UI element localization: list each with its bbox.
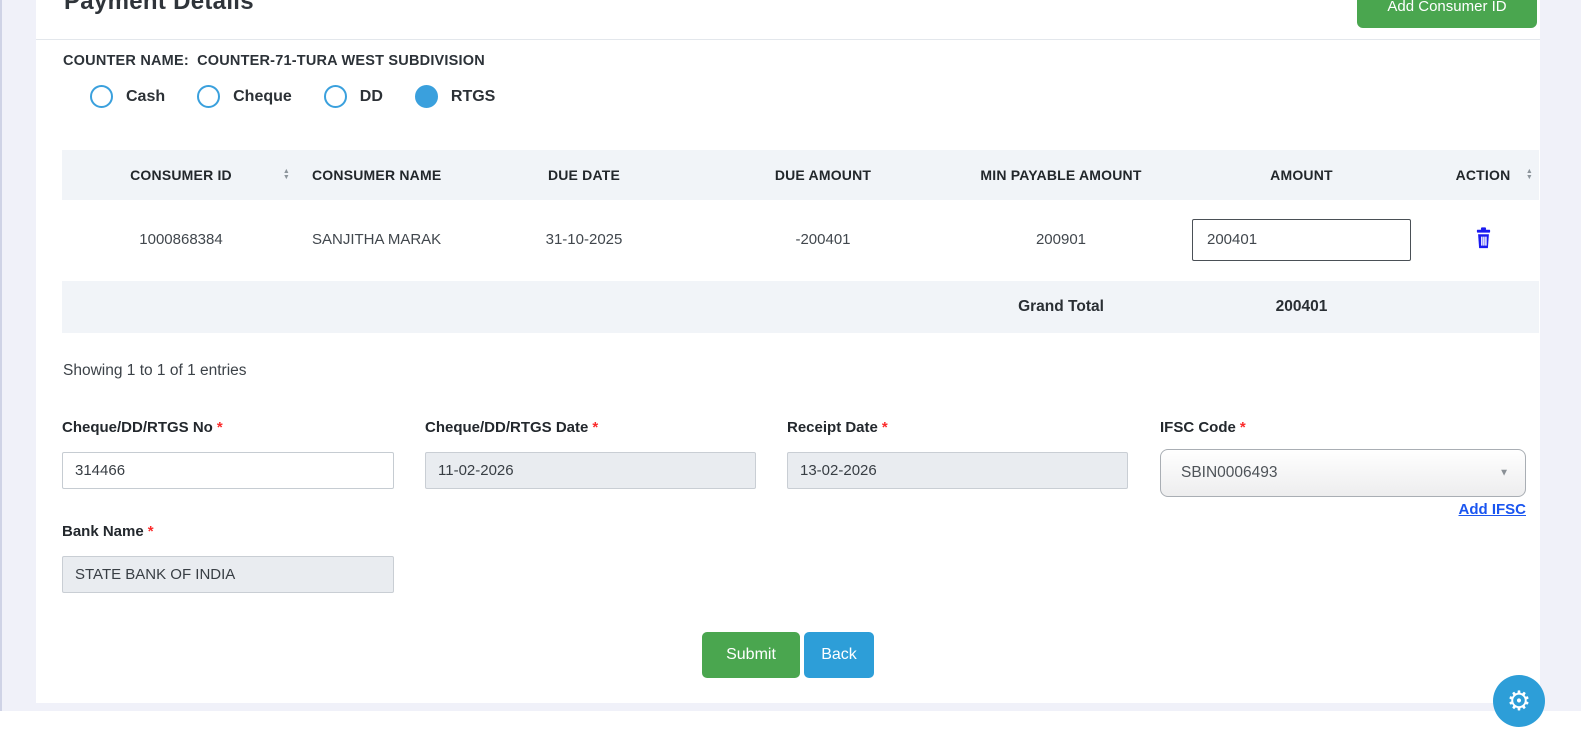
payment-mode-dd[interactable]: DD bbox=[323, 85, 383, 108]
label-text: Receipt Date bbox=[787, 419, 878, 436]
settings-fab[interactable]: ⚙ bbox=[1493, 675, 1545, 727]
label-text: IFSC Code bbox=[1160, 419, 1236, 436]
payment-mode-label: Cash bbox=[126, 87, 166, 105]
col-header-amount[interactable]: AMOUNT bbox=[1270, 167, 1333, 183]
chevron-down-icon: ▼ bbox=[1499, 467, 1509, 479]
radio-icon[interactable] bbox=[414, 85, 438, 108]
cheque-no-input[interactable] bbox=[62, 452, 394, 489]
cell-due-amount: -200401 bbox=[795, 231, 851, 248]
sort-icon[interactable]: ▲ ▼ bbox=[282, 168, 290, 181]
payment-mode-label: DD bbox=[359, 87, 383, 105]
cell-amount bbox=[1154, 218, 1449, 261]
submit-button[interactable]: Submit bbox=[702, 632, 800, 678]
ifsc-code-label: IFSC Code * bbox=[1160, 419, 1526, 436]
payment-mode-label: Cheque bbox=[233, 87, 292, 105]
col-header-due-amount[interactable]: DUE AMOUNT bbox=[774, 167, 872, 183]
payment-mode-cash[interactable]: Cash bbox=[90, 85, 165, 108]
col-header-consumer-name[interactable]: CONSUMER NAME bbox=[312, 167, 442, 183]
page-title: Payment Details bbox=[64, 0, 254, 15]
ifsc-selected-value: SBIN0006493 bbox=[1181, 464, 1278, 481]
consumers-table: CONSUMER ID ▲ ▼ CONSUMER NAME DUE DATE D… bbox=[62, 150, 1539, 333]
grand-total-label: Grand Total bbox=[1018, 298, 1104, 315]
label-text: Cheque/DD/RTGS Date bbox=[425, 419, 589, 436]
amount-input[interactable] bbox=[1192, 218, 1411, 261]
required-asterisk: * bbox=[147, 523, 154, 540]
add-ifsc-wrap: Add IFSC bbox=[1160, 501, 1527, 519]
cell-consumer-id: 1000868384 bbox=[139, 231, 223, 248]
required-asterisk: * bbox=[881, 419, 888, 436]
required-asterisk: * bbox=[1239, 419, 1246, 436]
label-text: Cheque/DD/RTGS No bbox=[62, 419, 213, 436]
trash-icon bbox=[1476, 226, 1490, 248]
col-header-due-date[interactable]: DUE DATE bbox=[547, 167, 621, 183]
sort-down-icon: ▼ bbox=[282, 174, 290, 181]
bank-name-label: Bank Name * bbox=[62, 523, 394, 540]
payment-mode-label: RTGS bbox=[450, 87, 496, 105]
form-actions: Submit Back bbox=[36, 632, 1540, 678]
col-header-label: CONSUMER ID bbox=[130, 167, 232, 183]
label-text: Bank Name bbox=[62, 523, 144, 540]
sort-up-icon: ▲ bbox=[282, 168, 290, 175]
table-row: 1000868384 SANJITHA MARAK 31-10-2025 -20… bbox=[62, 200, 1539, 279]
grand-total-row: Grand Total 200401 bbox=[62, 281, 1539, 333]
cell-action bbox=[1449, 226, 1539, 253]
col-header-label: ACTION bbox=[1455, 167, 1511, 183]
payment-details-card: Payment Details Add Consumer ID COUNTER … bbox=[36, 0, 1540, 703]
gear-icon: ⚙ bbox=[1506, 685, 1532, 717]
cell-consumer-name: SANJITHA MARAK bbox=[312, 231, 442, 248]
sort-icon[interactable]: ▲ ▼ bbox=[1525, 168, 1533, 181]
payment-mode-cheque[interactable]: Cheque bbox=[197, 85, 292, 108]
ifsc-code-field: IFSC Code * SBIN0006493 ▼ Add IFSC bbox=[1160, 419, 1526, 519]
cell-min-payable-amount: 200901 bbox=[1035, 231, 1087, 248]
cheque-date-field: Cheque/DD/RTGS Date * bbox=[425, 419, 756, 489]
receipt-date-label: Receipt Date * bbox=[787, 419, 1128, 436]
receipt-date-field: Receipt Date * bbox=[787, 419, 1128, 489]
entries-summary: Showing 1 to 1 of 1 entries bbox=[63, 362, 247, 379]
left-edge-divider bbox=[0, 0, 2, 711]
bank-name-field: Bank Name * bbox=[62, 523, 394, 593]
col-header-consumer-id[interactable]: CONSUMER ID ▲ ▼ bbox=[62, 167, 300, 183]
col-header-action[interactable]: ACTION ▲ ▼ bbox=[1449, 167, 1539, 183]
required-asterisk: * bbox=[592, 419, 599, 436]
cheque-no-label: Cheque/DD/RTGS No * bbox=[62, 419, 394, 436]
payment-mode-group: Cash Cheque DD RTGS bbox=[90, 85, 495, 108]
back-button[interactable]: Back bbox=[804, 632, 874, 678]
radio-icon[interactable] bbox=[197, 85, 221, 108]
add-consumer-id-button[interactable]: Add Consumer ID bbox=[1357, 0, 1537, 28]
cheque-date-label: Cheque/DD/RTGS Date * bbox=[425, 419, 756, 436]
cheque-no-field: Cheque/DD/RTGS No * bbox=[62, 419, 394, 489]
table-header-row: CONSUMER ID ▲ ▼ CONSUMER NAME DUE DATE D… bbox=[62, 150, 1539, 200]
bank-name-input[interactable] bbox=[62, 556, 394, 593]
counter-name: COUNTER NAME: COUNTER-71-TURA WEST SUBDI… bbox=[63, 53, 485, 69]
sort-down-icon: ▼ bbox=[1525, 174, 1533, 181]
add-ifsc-link[interactable]: Add IFSC bbox=[1458, 501, 1527, 518]
card-header: Payment Details Add Consumer ID bbox=[36, 0, 1540, 40]
cheque-date-input[interactable] bbox=[425, 452, 756, 489]
cell-due-date: 31-10-2025 bbox=[545, 231, 623, 248]
radio-icon[interactable] bbox=[90, 85, 113, 108]
ifsc-code-select[interactable]: SBIN0006493 ▼ bbox=[1160, 449, 1526, 497]
counter-name-label: COUNTER NAME: bbox=[63, 53, 189, 69]
delete-row-button[interactable] bbox=[1473, 226, 1494, 249]
required-asterisk: * bbox=[216, 419, 223, 436]
grand-total-value: 200401 bbox=[1275, 298, 1328, 315]
receipt-date-input[interactable] bbox=[787, 452, 1128, 489]
counter-name-value: COUNTER-71-TURA WEST SUBDIVISION bbox=[197, 53, 485, 69]
col-header-min-payable-amount[interactable]: MIN PAYABLE AMOUNT bbox=[980, 167, 1142, 183]
sort-up-icon: ▲ bbox=[1525, 168, 1533, 175]
radio-icon[interactable] bbox=[323, 85, 347, 108]
payment-mode-rtgs[interactable]: RTGS bbox=[414, 85, 496, 108]
